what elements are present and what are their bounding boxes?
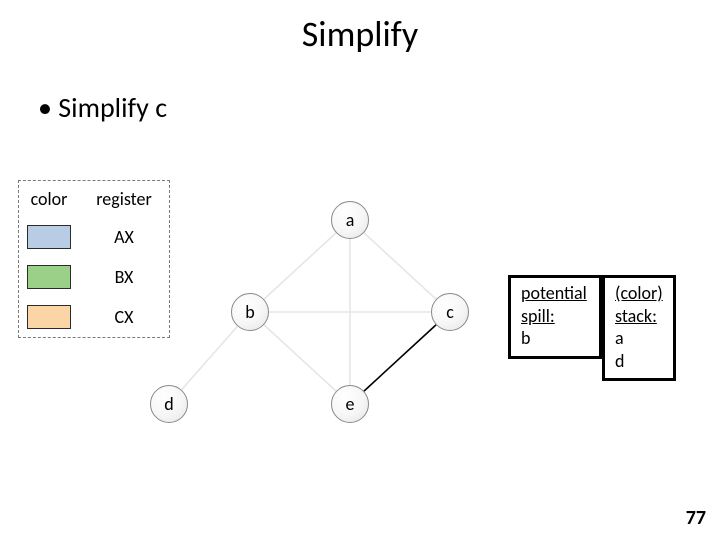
bullet-text: Simplify c	[38, 90, 167, 125]
legend-head-color: color	[19, 188, 79, 210]
legend-row-bx: BX	[19, 257, 169, 297]
potential-spill-box: potential spill: b	[508, 275, 602, 359]
stack-line-0: a	[615, 327, 663, 350]
stack-line-1: d	[615, 350, 663, 373]
node-b: b	[231, 293, 269, 331]
color-stack-box: (color) stack: a d	[602, 275, 676, 381]
legend-row-cx: CX	[19, 297, 169, 337]
legend-row-ax: AX	[19, 217, 169, 257]
color-legend: color register AX BX CX	[18, 180, 170, 338]
swatch-cx	[27, 305, 71, 329]
stack-title: (color) stack:	[615, 282, 663, 327]
spill-line-0: b	[521, 327, 589, 350]
node-c: c	[431, 293, 469, 331]
swatch-bx	[27, 265, 71, 289]
slide-title: Simplify	[0, 12, 720, 56]
spill-title: potential spill:	[521, 282, 589, 327]
page-number: 77	[686, 506, 706, 530]
node-a: a	[331, 201, 369, 239]
swatch-ax	[27, 225, 71, 249]
node-d: d	[150, 385, 188, 423]
interference-graph: a b c d e	[150, 190, 510, 440]
node-e: e	[331, 385, 369, 423]
